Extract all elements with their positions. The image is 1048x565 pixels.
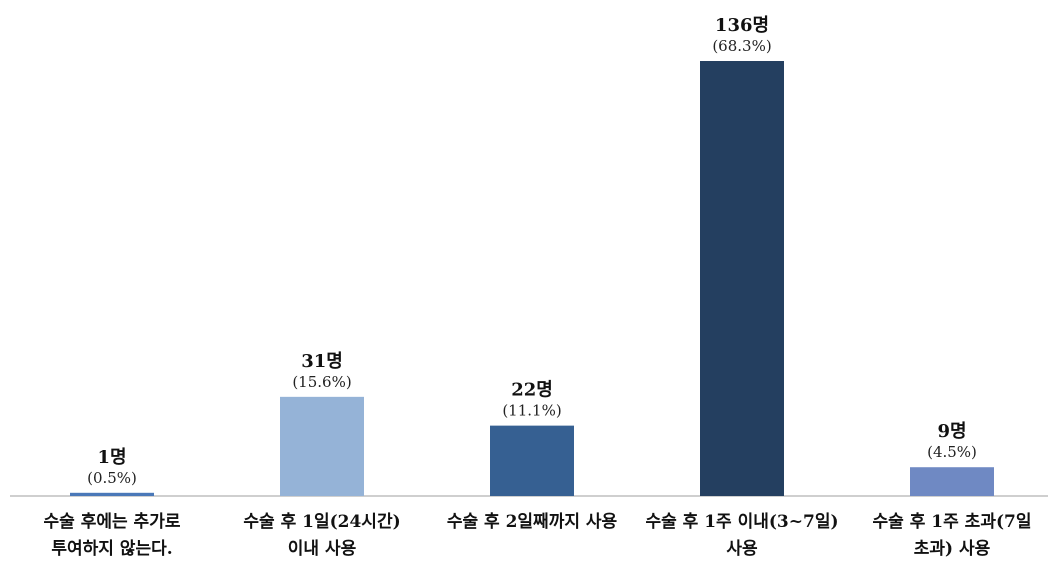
category-label: 초과) 사용: [914, 539, 991, 559]
count-label: 9명: [937, 421, 966, 442]
count-label: 31명: [301, 351, 343, 372]
percent-label: (4.5%): [927, 443, 977, 461]
category-label: 수술 후에는 추가로: [44, 511, 181, 532]
bar: [70, 492, 154, 496]
category-label: 수술 후 1일(24시간): [243, 511, 400, 532]
category-label: 수술 후 1주 이내(3~7일): [645, 511, 838, 532]
bar: [280, 396, 364, 496]
category-label: 사용: [726, 539, 758, 559]
bar: [490, 425, 574, 496]
category-label: 투여하지 않는다.: [51, 539, 172, 559]
percent-label: (11.1%): [502, 402, 561, 420]
count-label: 22명: [511, 380, 553, 401]
percent-label: (68.3%): [712, 37, 771, 55]
count-label: 136명: [715, 15, 769, 36]
category-label: 수술 후 2일째까지 사용: [447, 511, 618, 532]
percent-label: (0.5%): [87, 469, 137, 487]
percent-label: (15.6%): [292, 373, 351, 391]
bar: [910, 467, 994, 496]
category-label: 수술 후 1주 초과(7일: [873, 511, 1032, 532]
count-label: 1명: [97, 447, 126, 468]
category-label: 이내 사용: [288, 539, 357, 559]
bar: [700, 61, 784, 496]
